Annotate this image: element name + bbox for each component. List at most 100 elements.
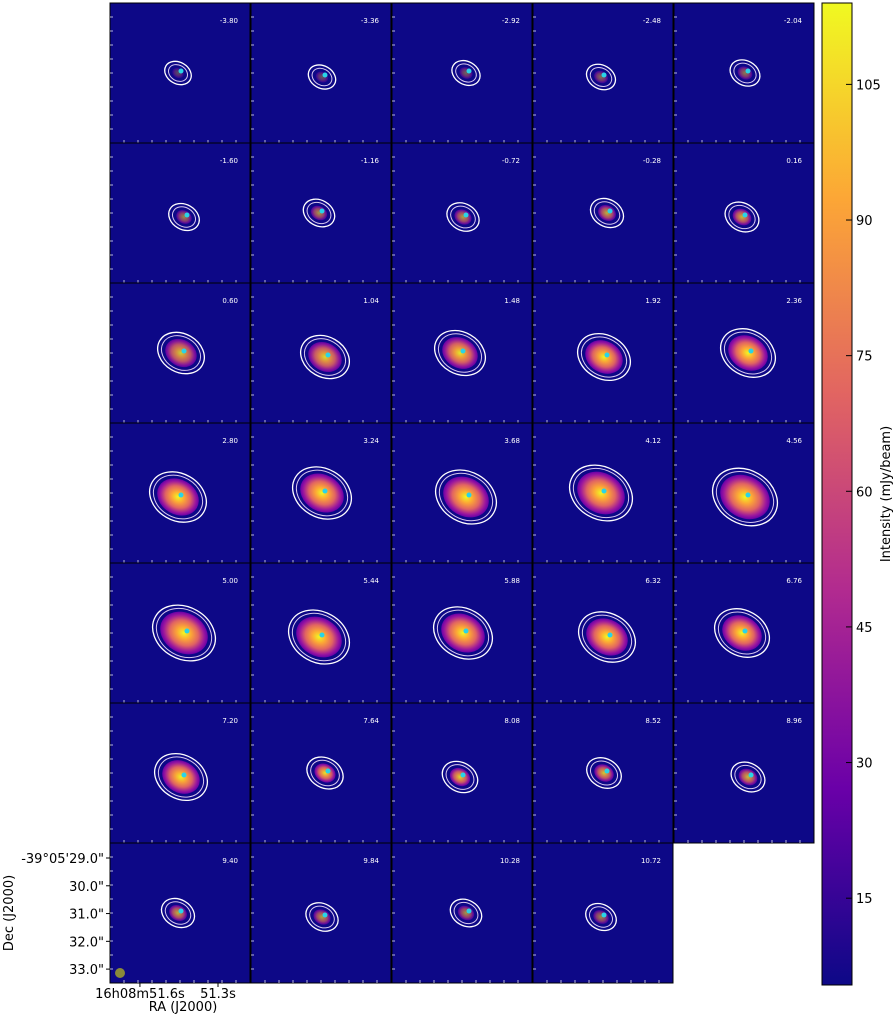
- contour: [311, 67, 333, 87]
- contour: [309, 905, 335, 929]
- contour: [155, 607, 213, 659]
- velocity-label: -2.48: [643, 17, 661, 25]
- source-marker: [181, 348, 187, 354]
- velocity-label: 10.28: [500, 857, 520, 865]
- y-axis-label: Dec (J2000): [2, 875, 17, 951]
- contour: [714, 608, 770, 658]
- colorbar-label: Intensity (mJy/beam): [879, 426, 894, 562]
- contour: [154, 752, 208, 802]
- contour: [577, 332, 631, 382]
- contour: [164, 60, 192, 86]
- source-marker: [742, 212, 748, 218]
- emission: [308, 341, 342, 373]
- velocity-label: -0.72: [502, 157, 520, 165]
- contour: [733, 62, 757, 84]
- contour: [730, 761, 766, 793]
- velocity-label: -3.80: [220, 17, 238, 25]
- source-marker: [322, 912, 328, 918]
- contour: [589, 760, 619, 786]
- contour: [449, 898, 483, 928]
- contour: [450, 205, 476, 229]
- source-marker: [178, 908, 184, 914]
- emission: [165, 338, 197, 368]
- x-tick-label: 51.3s: [200, 987, 236, 1002]
- y-tick-label: -39°05'29.0": [21, 852, 104, 867]
- contour: [434, 329, 486, 377]
- source-marker: [748, 348, 754, 354]
- source-marker: [463, 212, 469, 218]
- velocity-label: 3.68: [504, 437, 520, 445]
- source-marker: [745, 492, 751, 498]
- colorbar-tick-label: 15: [856, 892, 873, 907]
- source-marker: [604, 768, 610, 774]
- emission: [442, 337, 478, 369]
- velocity-label: -3.36: [361, 17, 380, 25]
- source-marker: [601, 912, 607, 918]
- emission: [586, 618, 628, 656]
- contour: [724, 201, 760, 233]
- contour: [728, 204, 756, 230]
- velocity-label: 8.96: [786, 717, 802, 725]
- contour: [303, 338, 347, 376]
- x-tick-label: 16h08m51.6s: [95, 987, 185, 1002]
- emission: [157, 478, 199, 516]
- source-marker: [460, 348, 466, 354]
- contour: [295, 469, 349, 517]
- emission: [594, 764, 614, 782]
- contour: [717, 611, 767, 655]
- contour: [152, 474, 204, 520]
- contour: [149, 471, 207, 523]
- contour: [157, 756, 205, 798]
- contour: [160, 897, 196, 929]
- velocity-label: -1.16: [361, 157, 380, 165]
- velocity-label: 1.04: [363, 297, 379, 305]
- velocity-label: 10.72: [641, 857, 661, 865]
- y-tick-label: 30.0": [69, 880, 104, 895]
- colorbar-tick-label: 90: [856, 214, 873, 229]
- contour: [433, 606, 493, 660]
- velocity-label: 9.40: [222, 857, 238, 865]
- contour: [453, 901, 479, 925]
- contour: [168, 202, 200, 232]
- colorbar-tick-label: 75: [856, 350, 873, 365]
- colorbar: [821, 2, 853, 986]
- source-marker: [325, 352, 331, 358]
- contour: [451, 59, 481, 87]
- velocity-label: 7.64: [363, 717, 379, 725]
- colorbar-tick-label: 60: [856, 485, 873, 500]
- emission: [722, 615, 762, 651]
- velocity-label: 1.48: [504, 297, 520, 305]
- source-marker: [466, 68, 472, 74]
- velocity-label: -2.92: [502, 17, 520, 25]
- emission: [577, 471, 625, 515]
- emission: [585, 340, 623, 374]
- source-marker: [466, 908, 472, 914]
- contour: [306, 201, 332, 225]
- velocity-label: 4.12: [645, 437, 661, 445]
- emission: [720, 474, 770, 520]
- velocity-label: 5.00: [222, 577, 238, 585]
- velocity-label: 4.56: [786, 437, 802, 445]
- source-marker: [742, 628, 748, 634]
- velocity-label: 9.84: [363, 857, 379, 865]
- emission: [449, 767, 471, 787]
- source-marker: [178, 492, 184, 498]
- velocity-label: -1.60: [220, 157, 238, 165]
- velocity-label: 2.36: [786, 297, 802, 305]
- source-marker: [463, 628, 469, 634]
- velocity-label: 0.16: [786, 157, 802, 165]
- source-marker: [184, 628, 190, 634]
- emission: [738, 768, 758, 786]
- emission: [300, 473, 344, 513]
- velocity-label: 3.24: [363, 437, 379, 445]
- velocity-label: -0.28: [643, 157, 661, 165]
- source-marker: [319, 632, 325, 638]
- velocity-label: 8.08: [504, 717, 520, 725]
- contour: [715, 471, 775, 523]
- emission: [443, 476, 489, 518]
- emission: [160, 611, 208, 655]
- source-marker: [184, 212, 190, 218]
- emission: [728, 335, 768, 371]
- contour: [441, 760, 479, 794]
